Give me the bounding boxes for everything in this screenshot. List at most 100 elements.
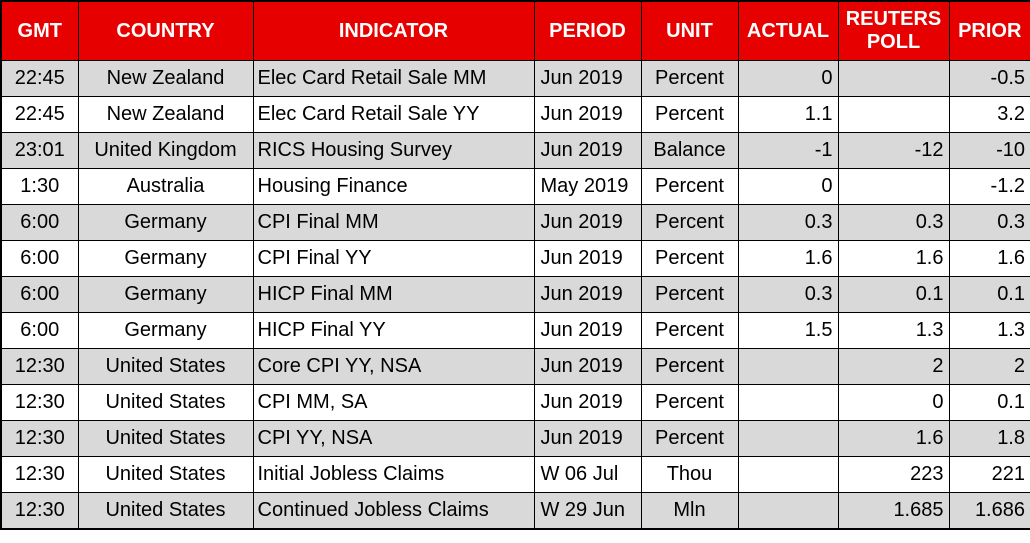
cell-reuters-poll: 1.3 bbox=[837, 312, 950, 349]
cell-prior: 1.686 bbox=[948, 492, 1030, 530]
cell-prior: 0.1 bbox=[948, 384, 1030, 421]
cell-reuters-poll bbox=[837, 168, 950, 205]
table-row: 12:30 United States CPI MM, SA Jun 2019 Perc… bbox=[0, 384, 1030, 421]
cell-prior: -0.5 bbox=[948, 60, 1030, 97]
column-header-indicator: INDICATOR bbox=[252, 0, 535, 61]
cell-prior: 221 bbox=[948, 456, 1030, 493]
cell-unit: Percent bbox=[640, 204, 739, 241]
cell-actual: 1.1 bbox=[737, 96, 839, 133]
cell-gmt: 12:30 bbox=[0, 456, 79, 493]
cell-actual: 1.6 bbox=[737, 240, 839, 277]
cell-actual: -1 bbox=[737, 132, 839, 169]
table-row: 12:30 United States CPI YY, NSA Jun 2019 Per… bbox=[0, 420, 1030, 457]
cell-indicator: CPI Final MM bbox=[252, 204, 535, 241]
cell-gmt: 12:30 bbox=[0, 420, 79, 457]
cell-indicator: CPI MM, SA bbox=[252, 384, 535, 421]
cell-indicator: Elec Card Retail Sale MM bbox=[252, 60, 535, 97]
cell-country: United Kingdom bbox=[77, 132, 254, 169]
table-row: 6:00 Germany CPI Final YY Jun 2019 Percent 1.… bbox=[0, 240, 1030, 277]
table-row: 6:00 Germany HICP Final YY Jun 2019 Percent 1… bbox=[0, 312, 1030, 349]
cell-reuters-poll bbox=[837, 60, 950, 97]
cell-gmt: 12:30 bbox=[0, 348, 79, 385]
cell-actual: 0 bbox=[737, 168, 839, 205]
cell-country: United States bbox=[77, 420, 254, 457]
cell-unit: Percent bbox=[640, 384, 739, 421]
cell-actual: 1.5 bbox=[737, 312, 839, 349]
cell-gmt: 22:45 bbox=[0, 96, 79, 133]
cell-prior: 3.2 bbox=[948, 96, 1030, 133]
cell-gmt: 23:01 bbox=[0, 132, 79, 169]
cell-unit: Percent bbox=[640, 276, 739, 313]
cell-actual bbox=[737, 420, 839, 457]
cell-unit: Percent bbox=[640, 168, 739, 205]
cell-reuters-poll: 0.1 bbox=[837, 276, 950, 313]
table-row: 1:30 Australia Housing Finance May 2019 Perc… bbox=[0, 168, 1030, 205]
cell-prior: 1.6 bbox=[948, 240, 1030, 277]
cell-country: United States bbox=[77, 492, 254, 530]
column-header-unit: UNIT bbox=[640, 0, 739, 61]
cell-gmt: 6:00 bbox=[0, 276, 79, 313]
cell-country: Australia bbox=[77, 168, 254, 205]
cell-actual bbox=[737, 348, 839, 385]
cell-indicator: Elec Card Retail Sale YY bbox=[252, 96, 535, 133]
cell-period: Jun 2019 bbox=[533, 204, 642, 241]
cell-unit: Balance bbox=[640, 132, 739, 169]
cell-reuters-poll: 0.3 bbox=[837, 204, 950, 241]
cell-reuters-poll: 223 bbox=[837, 456, 950, 493]
table-row: 23:01 United Kingdom RICS Housing Survey Ju… bbox=[0, 132, 1030, 169]
cell-actual: 0.3 bbox=[737, 204, 839, 241]
table-body: 22:45 New Zealand Elec Card Retail Sale MM… bbox=[0, 60, 1030, 530]
cell-unit: Thou bbox=[640, 456, 739, 493]
cell-unit: Mln bbox=[640, 492, 739, 530]
cell-indicator: HICP Final YY bbox=[252, 312, 535, 349]
cell-actual bbox=[737, 384, 839, 421]
cell-indicator: CPI YY, NSA bbox=[252, 420, 535, 457]
cell-period: May 2019 bbox=[533, 168, 642, 205]
cell-prior: 1.3 bbox=[948, 312, 1030, 349]
cell-prior: 0.1 bbox=[948, 276, 1030, 313]
cell-reuters-poll: 1.6 bbox=[837, 420, 950, 457]
cell-country: United States bbox=[77, 456, 254, 493]
table-row: 6:00 Germany HICP Final MM Jun 2019 Percent 0… bbox=[0, 276, 1030, 313]
cell-reuters-poll: -12 bbox=[837, 132, 950, 169]
table-row: 12:30 United States Core CPI YY, NSA Jun 20… bbox=[0, 348, 1030, 385]
cell-period: Jun 2019 bbox=[533, 60, 642, 97]
cell-indicator: Core CPI YY, NSA bbox=[252, 348, 535, 385]
cell-prior: -1.2 bbox=[948, 168, 1030, 205]
cell-gmt: 12:30 bbox=[0, 492, 79, 530]
cell-reuters-poll bbox=[837, 96, 950, 133]
cell-indicator: RICS Housing Survey bbox=[252, 132, 535, 169]
cell-country: Germany bbox=[77, 312, 254, 349]
cell-unit: Percent bbox=[640, 96, 739, 133]
cell-period: Jun 2019 bbox=[533, 240, 642, 277]
cell-country: Germany bbox=[77, 240, 254, 277]
cell-actual: 0.3 bbox=[737, 276, 839, 313]
cell-actual bbox=[737, 492, 839, 530]
cell-gmt: 12:30 bbox=[0, 384, 79, 421]
table-row: 22:45 New Zealand Elec Card Retail Sale YY… bbox=[0, 96, 1030, 133]
cell-prior: 1.8 bbox=[948, 420, 1030, 457]
cell-indicator: Housing Finance bbox=[252, 168, 535, 205]
cell-period: W 06 Jul bbox=[533, 456, 642, 493]
economic-calendar-table: GMT COUNTRY INDICATOR PERIOD UNIT ACTUAL… bbox=[0, 0, 1030, 530]
cell-country: United States bbox=[77, 384, 254, 421]
cell-actual: 0 bbox=[737, 60, 839, 97]
column-header-country: COUNTRY bbox=[77, 0, 254, 61]
column-header-reuters-poll: REUTERS POLL bbox=[837, 0, 950, 61]
cell-reuters-poll: 0 bbox=[837, 384, 950, 421]
cell-indicator: HICP Final MM bbox=[252, 276, 535, 313]
cell-period: Jun 2019 bbox=[533, 420, 642, 457]
cell-indicator: CPI Final YY bbox=[252, 240, 535, 277]
cell-country: United States bbox=[77, 348, 254, 385]
cell-period: Jun 2019 bbox=[533, 96, 642, 133]
cell-gmt: 6:00 bbox=[0, 312, 79, 349]
table-row: 6:00 Germany CPI Final MM Jun 2019 Percent 0.… bbox=[0, 204, 1030, 241]
cell-indicator: Initial Jobless Claims bbox=[252, 456, 535, 493]
cell-prior: -10 bbox=[948, 132, 1030, 169]
cell-indicator: Continued Jobless Claims bbox=[252, 492, 535, 530]
table-row: 12:30 United States Continued Jobless Clai… bbox=[0, 492, 1030, 530]
cell-gmt: 6:00 bbox=[0, 240, 79, 277]
cell-period: Jun 2019 bbox=[533, 312, 642, 349]
cell-gmt: 22:45 bbox=[0, 60, 79, 97]
cell-country: New Zealand bbox=[77, 96, 254, 133]
